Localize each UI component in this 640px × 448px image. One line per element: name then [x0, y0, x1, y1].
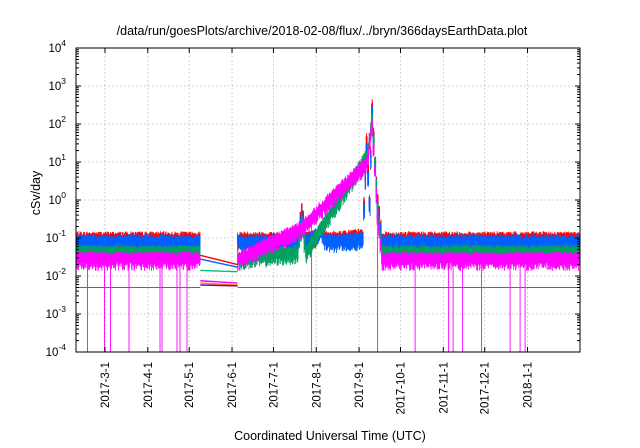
gap-connector-line [200, 254, 238, 266]
series-line [75, 99, 581, 252]
gap-connector-line [200, 282, 238, 286]
x-tick-label: 2017-12-1 [480, 362, 492, 414]
y-tick-label-exponent: -1 [58, 228, 66, 238]
y-tick-label: 100 [48, 190, 66, 207]
chart-title: /data/run/goesPlots/archive/2018-02-08/f… [117, 24, 528, 38]
y-tick-label-exponent: 0 [61, 190, 66, 200]
y-tick-label-base: 10 [48, 157, 61, 169]
y-tick-label: 104 [48, 38, 66, 55]
y-tick-label-base: 10 [46, 271, 59, 283]
y-tick-label-exponent: 4 [61, 38, 66, 48]
x-axis-label: Coordinated Universal Time (UTC) [234, 429, 426, 443]
x-tick-label: 2018-1-1 [523, 362, 535, 408]
x-tick-label: 2017-3-1 [100, 362, 112, 408]
x-tick-label: 2017-6-1 [227, 362, 239, 408]
grid [76, 48, 580, 352]
series-band [237, 119, 581, 352]
y-axis-label: cSv/day [29, 170, 43, 215]
x-tick-label: 2017-7-1 [268, 362, 280, 408]
y-tick-label: 10-1 [46, 228, 67, 245]
y-tick-label-exponent: -4 [58, 342, 66, 352]
y-tick-label-base: 10 [46, 347, 59, 359]
y-tick-label-base: 10 [46, 309, 59, 321]
x-tick-label: 2017-8-1 [311, 362, 323, 408]
y-tick-label: 102 [48, 114, 66, 131]
y-tick-label: 10-4 [46, 342, 67, 359]
y-tick-label-base: 10 [48, 195, 61, 207]
y-tick-label-exponent: 2 [61, 114, 66, 124]
data-gap-connectors [200, 254, 238, 287]
y-tick-label-exponent: -3 [58, 304, 66, 314]
y-tick-label: 101 [48, 152, 66, 169]
y-tick-label-base: 10 [46, 233, 59, 245]
x-tick-label: 2017-5-1 [184, 362, 196, 408]
y-tick-label-base: 10 [48, 81, 61, 93]
series-band [237, 99, 581, 252]
series-band [75, 251, 201, 352]
series-line [75, 119, 581, 352]
x-tick-label: 2017-10-1 [395, 362, 407, 414]
x-tick-label: 2017-11-1 [438, 362, 450, 414]
gap-connector-line [200, 280, 238, 284]
x-tick-label: 2017-9-1 [354, 362, 366, 408]
y-tick-label: 103 [48, 76, 66, 93]
x-tick-label: 2017-4-1 [143, 362, 155, 408]
y-tick-label: 10-2 [46, 266, 67, 283]
y-tick-label: 10-3 [46, 304, 67, 321]
y-tick-label-base: 10 [48, 43, 61, 55]
y-tick-label-exponent: 3 [61, 76, 66, 86]
gap-connector-line [200, 269, 238, 273]
series-group [75, 99, 581, 352]
gap-connector-line [200, 284, 238, 287]
series-line [75, 105, 581, 254]
gap-connector-line [200, 258, 238, 268]
y-tick-label-exponent: 1 [61, 152, 66, 162]
y-tick-label-base: 10 [48, 119, 61, 131]
y-tick-label-exponent: -2 [58, 266, 66, 276]
